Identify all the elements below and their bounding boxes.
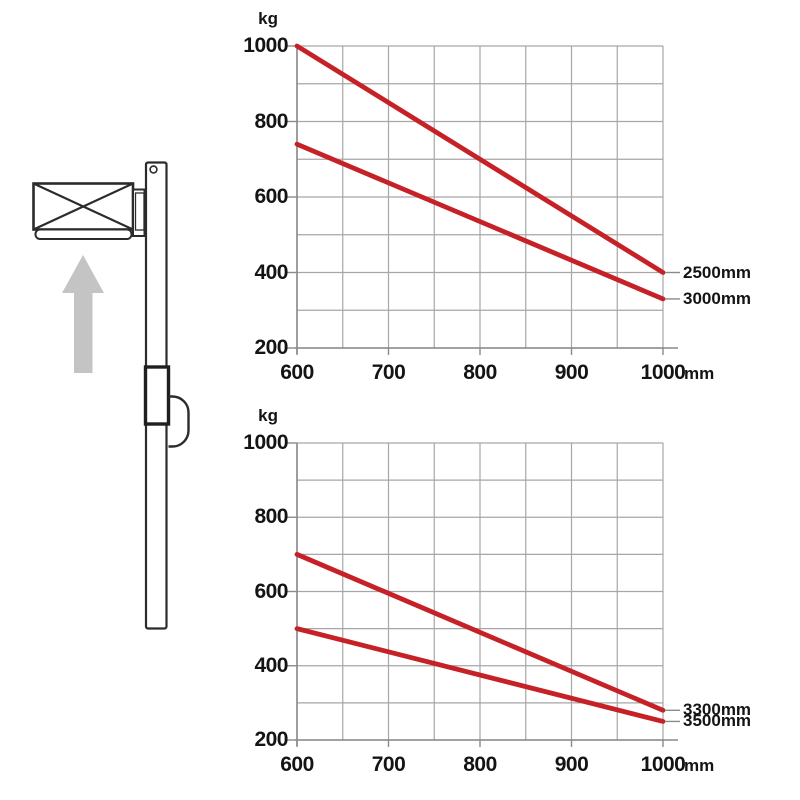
y-tick-label: 200 (254, 336, 288, 359)
x-tick-label: 800 (463, 361, 497, 384)
x-tick-label: 1000 (640, 361, 686, 384)
x-tick-label: 600 (280, 361, 314, 384)
series-label: 3000mm (683, 288, 752, 308)
carriage (143, 365, 171, 426)
y-tick-label: 200 (254, 728, 288, 751)
platform-bracket-inner (134, 192, 145, 231)
x-tick-label: 700 (371, 361, 406, 384)
y-tick-label: 600 (254, 579, 288, 603)
x-tick-label: 700 (371, 753, 406, 776)
capacity-line-3000mm (294, 141, 666, 302)
y-tick-label: 400 (254, 653, 288, 677)
capacity-line-2500mm (294, 43, 666, 275)
series-label: 3300mm (683, 700, 752, 720)
y-tick-label: 800 (254, 505, 288, 529)
x-tick-label: 900 (554, 361, 589, 384)
y-axis-unit: kg (258, 9, 278, 28)
up-arrow-icon (62, 255, 104, 373)
y-tick-label: 800 (254, 109, 288, 133)
handle (168, 395, 190, 448)
y-tick-label: 1000 (243, 431, 288, 454)
load-platform (32, 182, 146, 240)
y-tick-label: 600 (254, 185, 288, 208)
x-tick-label: 1000 (640, 753, 686, 776)
platform-tray (34, 228, 133, 240)
capacity-line-3300mm (294, 551, 666, 713)
y-axis-unit: kg (258, 406, 278, 425)
platform-cross-brace (33, 182, 134, 231)
series-label: 3500mm (683, 711, 752, 731)
x-axis-unit: mm (684, 756, 715, 775)
x-tick-label: 900 (554, 753, 589, 776)
y-tick-label: 400 (254, 260, 288, 284)
x-tick-label: 600 (280, 753, 314, 776)
y-tick-label: 1000 (243, 34, 288, 57)
pulley-icon (149, 165, 158, 174)
x-axis-unit: mm (684, 364, 715, 383)
x-tick-label: 800 (463, 753, 497, 776)
stacker-illustration (32, 161, 190, 630)
capacity-line-3500mm (294, 626, 666, 724)
platform-bracket (132, 188, 146, 237)
series-label: 2500mm (683, 262, 752, 282)
